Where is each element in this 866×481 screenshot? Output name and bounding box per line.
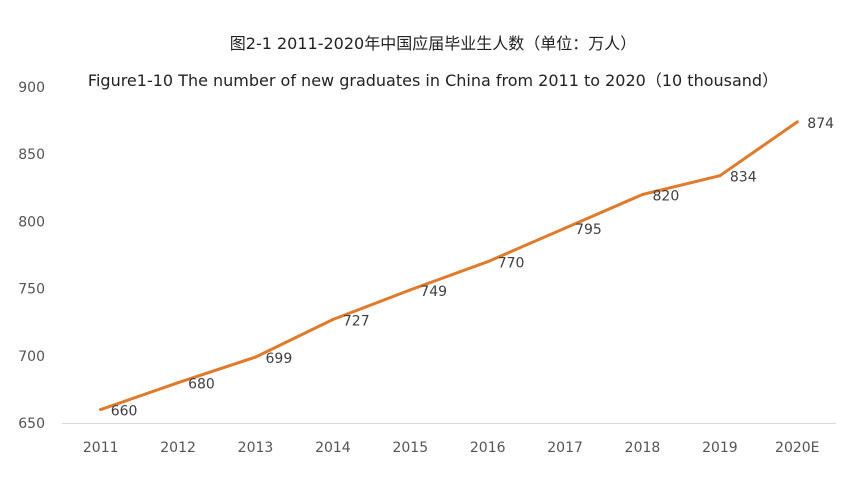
data-point (331, 318, 335, 322)
series-line (99, 120, 799, 412)
data-label: 727 (343, 314, 370, 330)
data-label: 749 (420, 284, 447, 300)
x-tick-label: 2011 (83, 440, 119, 456)
series-group (99, 120, 799, 412)
data-label: 820 (653, 189, 680, 205)
data-point (563, 226, 567, 230)
data-point (718, 174, 722, 178)
data-label: 660 (111, 404, 138, 420)
data-label: 680 (188, 377, 215, 393)
data-point (176, 381, 180, 385)
data-labels: 660 680 699 727 749 770 795 820 834 874 (111, 116, 834, 420)
data-label: 795 (575, 222, 602, 238)
y-tick-label: 850 (18, 147, 45, 163)
chart-subtitle: Figure1-10 The number of new graduates i… (87, 71, 779, 90)
data-label: 874 (807, 116, 834, 132)
data-label: 770 (498, 256, 525, 272)
x-tick-label: 2019 (702, 440, 738, 456)
x-tick-label: 2016 (470, 440, 506, 456)
data-label: 834 (730, 170, 757, 186)
x-tick-label: 2018 (625, 440, 661, 456)
y-tick-label: 650 (18, 416, 45, 432)
x-tick-label: 2015 (392, 440, 428, 456)
y-tick-label: 900 (18, 80, 45, 96)
x-tick-label: 2017 (547, 440, 583, 456)
chart-title: 图2-1 2011-2020年中国应届毕业生人数（单位：万人） (229, 34, 637, 53)
data-point (254, 355, 257, 359)
y-axis: 650 700 750 800 850 900 (18, 80, 45, 432)
data-point (641, 193, 644, 197)
x-tick-label: 2020E (775, 440, 819, 456)
data-point (486, 260, 490, 264)
data-label: 699 (266, 351, 293, 367)
y-tick-label: 750 (18, 282, 45, 298)
y-tick-label: 700 (18, 349, 45, 365)
data-point (99, 408, 103, 412)
x-tick-label: 2014 (315, 440, 351, 456)
x-tick-label: 2012 (160, 440, 196, 456)
x-axis: 2011 2012 2013 2014 2015 2016 2017 2018 2019 2020… (83, 440, 820, 456)
x-tick-label: 2013 (238, 440, 274, 456)
y-tick-label: 800 (18, 214, 45, 230)
data-point (408, 288, 412, 292)
data-point (795, 120, 799, 124)
